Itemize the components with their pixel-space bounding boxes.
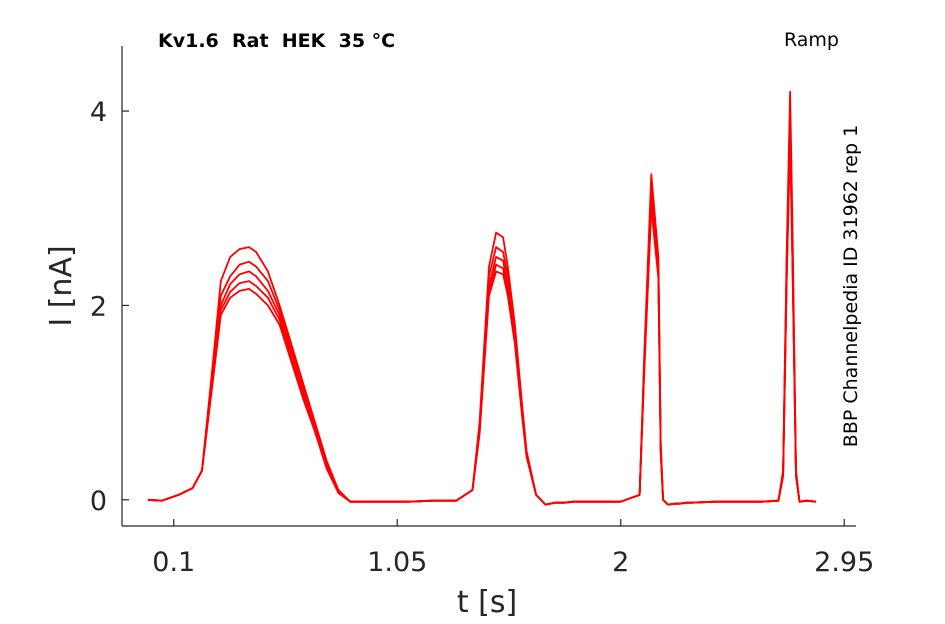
protocol-label: Ramp (784, 29, 839, 51)
y-ticks: 0 2 4 (90, 97, 129, 517)
x-tick-label: 1.05 (367, 547, 427, 578)
traces (147, 90, 817, 506)
x-ticks: 0.1 1.05 2 2.95 (152, 519, 874, 578)
current-trace-1 (147, 90, 817, 506)
current-trace-2 (147, 115, 817, 506)
source-label: BBP Channelpedia ID 31962 rep 1 (840, 125, 862, 447)
current-trace-3 (147, 124, 817, 506)
chart-title: Kv1.6 Rat HEK 35 °C (158, 30, 395, 52)
y-tick-label: 2 (90, 291, 107, 322)
x-axis-label: t [s] (457, 585, 517, 620)
current-trace-5 (147, 134, 817, 506)
y-axis-label: I [nA] (44, 245, 79, 326)
y-tick-label: 4 (90, 97, 107, 128)
x-tick-label: 2 (612, 547, 629, 578)
x-tick-label: 2.95 (814, 547, 874, 578)
current-trace-4 (147, 129, 817, 506)
x-tick-label: 0.1 (152, 547, 195, 578)
y-tick-label: 0 (90, 486, 107, 517)
axes (121, 46, 856, 527)
